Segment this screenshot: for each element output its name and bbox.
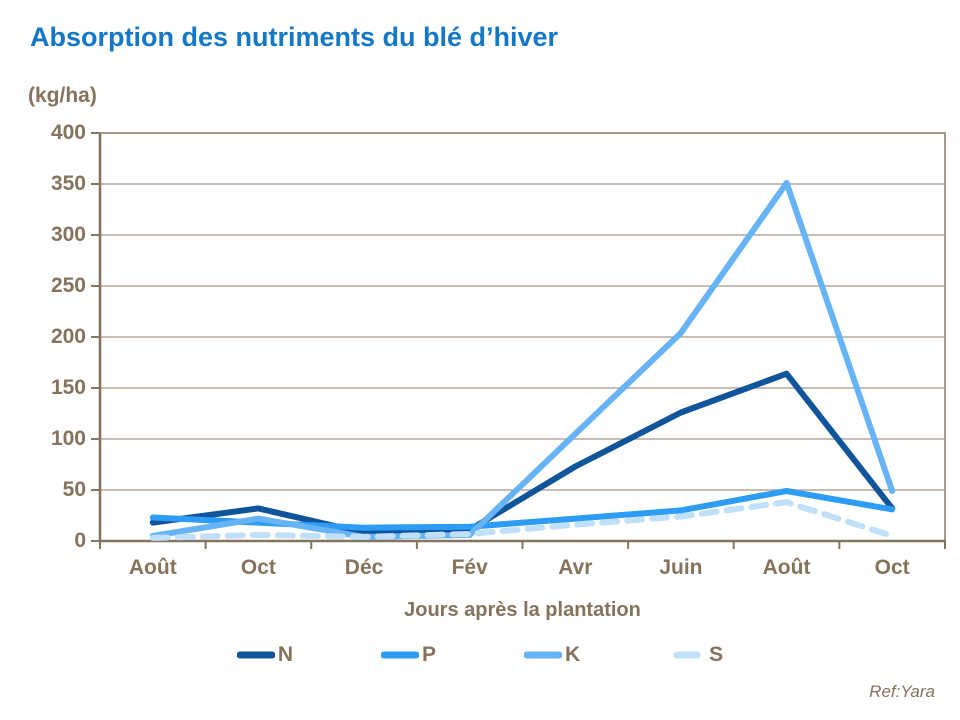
x-tick-label-3: Fév [451,556,488,579]
page-title: Absorption des nutriments du blé d’hiver [30,22,559,52]
legend-label-P: P [421,643,436,666]
legend-item-N: N [236,643,293,667]
legend-label-N: N [277,643,293,666]
x-tick-label-1: Oct [240,556,276,579]
legend-line-sample-K [524,651,562,659]
legend-line-sample-S [673,651,701,659]
legend-label-K: K [565,643,581,666]
x-tick-label-7: Oct [874,556,910,579]
legend-item-S: S [668,643,723,667]
y-tick-label-250: 250 [50,274,86,297]
y-tick-label-150: 150 [50,376,86,399]
legend-line-sample-N [236,651,275,659]
legend-item-P: P [380,643,436,667]
x-axis-title: Jours après la plantation [404,599,641,621]
y-axis-unit-label: (kg/ha) [28,84,97,107]
legend-item-K: K [524,643,580,667]
y-tick-label-200: 200 [50,325,86,348]
y-tick-label-100: 100 [50,427,86,450]
y-tick-label-50: 50 [62,478,86,501]
series-line-N [149,370,896,536]
y-tick-label-350: 350 [50,172,86,195]
x-tick-label-2: Déc [344,556,384,579]
legend-label-S: S [709,643,724,666]
x-tick-label-5: Juin [659,556,703,579]
x-tick-label-4: Avr [558,556,593,579]
y-tick-label-400: 400 [50,121,86,144]
x-tick-label-6: Août [762,556,811,579]
x-tick-label-0: Août [128,556,177,579]
y-tick-label-0: 0 [74,529,86,552]
series-line-K [149,180,896,540]
reference-label: Ref:Yara [869,682,935,701]
legend-line-sample-P [380,651,419,659]
y-tick-label-300: 300 [50,223,86,246]
series-line-S [149,499,896,541]
